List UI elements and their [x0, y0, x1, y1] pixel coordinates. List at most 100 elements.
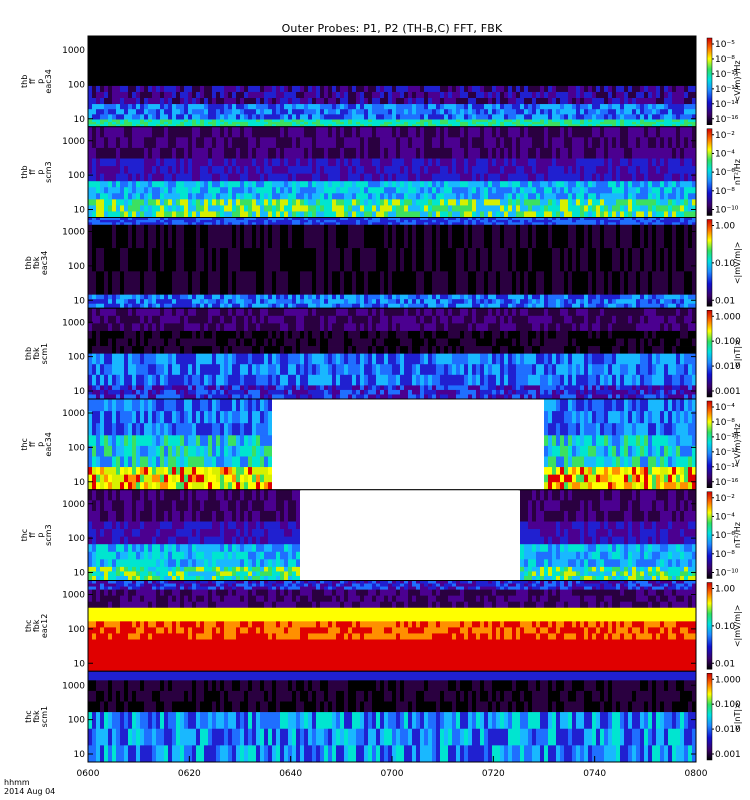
heatmap-cell — [484, 69, 488, 87]
heatmap-cell — [344, 109, 348, 115]
heatmap-cell — [436, 166, 440, 175]
heatmap-cell — [576, 36, 580, 54]
heatmap-cell — [328, 217, 332, 221]
heatmap-cell — [608, 222, 612, 226]
heatmap-cell — [600, 166, 604, 175]
heatmap-cell — [616, 166, 620, 175]
heatmap-cell — [680, 98, 684, 105]
heatmap-cell — [280, 147, 284, 159]
heatmap-cell — [444, 217, 448, 221]
heatmap-cell — [328, 299, 332, 305]
colorbar-thb-ffp-eac34 — [706, 37, 713, 125]
heatmap-cell — [496, 114, 500, 120]
heatmap-cell — [460, 121, 464, 125]
heatmap-cell — [480, 109, 484, 115]
heatmap-cell — [580, 119, 584, 123]
heatmap-cell — [100, 69, 104, 87]
heatmap-cell — [196, 181, 200, 188]
heatmap-cell — [408, 181, 412, 188]
heatmap-cell — [88, 124, 92, 128]
heatmap-cell — [152, 205, 156, 212]
heatmap-cell — [172, 119, 176, 123]
heatmap-cell — [512, 52, 516, 70]
heatmap-cell — [548, 91, 552, 99]
heatmap-cell — [356, 158, 360, 167]
heatmap-cell — [260, 36, 264, 54]
heatmap-cell — [452, 114, 456, 120]
heatmap-cell — [488, 248, 492, 272]
heatmap-cell — [520, 69, 524, 87]
heatmap-cell — [244, 124, 248, 128]
heatmap-cell — [276, 52, 280, 70]
heatmap-cell — [660, 109, 664, 115]
heatmap-cell — [216, 211, 220, 218]
heatmap-cell — [132, 166, 136, 175]
heatmap-cell — [400, 193, 404, 200]
heatmap-cell — [464, 124, 468, 128]
heatmap-cell — [212, 193, 216, 200]
heatmap-cell — [220, 137, 224, 149]
heatmap-cell — [96, 303, 100, 309]
heatmap-cell — [332, 294, 336, 300]
heatmap-cell — [356, 193, 360, 200]
heatmap-cell — [572, 219, 576, 223]
heatmap-cell — [552, 124, 556, 128]
heatmap-cell — [340, 119, 344, 123]
heatmap-cell — [656, 219, 660, 223]
heatmap-cell — [280, 193, 284, 200]
heatmap-cell — [624, 187, 628, 194]
heatmap-cell — [276, 147, 280, 159]
heatmap-cell — [244, 199, 248, 206]
heatmap-cell — [316, 271, 320, 296]
heatmap-cell — [396, 119, 400, 123]
heatmap-cell — [620, 303, 624, 309]
heatmap-cell — [600, 303, 604, 309]
heatmap-cell — [128, 193, 132, 200]
heatmap-cell — [228, 52, 232, 70]
heatmap-cell — [128, 85, 132, 93]
heatmap-cell — [480, 224, 484, 249]
heatmap-cell — [136, 199, 140, 206]
heatmap-cell — [356, 121, 360, 125]
heatmap-cell — [88, 193, 92, 200]
heatmap-cell — [412, 126, 416, 138]
heatmap-cell — [644, 217, 648, 221]
heatmap-cell — [608, 271, 612, 296]
heatmap-cell — [104, 147, 108, 159]
heatmap-cell — [104, 271, 108, 296]
heatmap-cell — [292, 205, 296, 212]
heatmap-cell — [440, 205, 444, 212]
heatmap-cell — [628, 124, 632, 128]
heatmap-cell — [684, 69, 688, 87]
heatmap-cell — [488, 91, 492, 99]
heatmap-cell — [384, 187, 388, 194]
heatmap-cell — [576, 147, 580, 159]
heatmap-cell — [428, 217, 432, 221]
heatmap-cell — [332, 193, 336, 200]
heatmap-cell — [656, 52, 660, 70]
heatmap-cell — [240, 211, 244, 218]
heatmap-cell — [320, 181, 324, 188]
heatmap-cell — [628, 109, 632, 115]
heatmap-cell — [200, 137, 204, 149]
heatmap-cell — [252, 211, 256, 218]
heatmap-cell — [576, 166, 580, 175]
heatmap-cell — [568, 219, 572, 223]
heatmap-cell — [296, 137, 300, 149]
heatmap-cell — [472, 294, 476, 300]
heatmap-cell — [440, 109, 444, 115]
heatmap-cell — [272, 205, 276, 212]
heatmap-cell — [112, 211, 116, 218]
heatmap-cell — [628, 166, 632, 175]
heatmap-cell — [448, 299, 452, 305]
heatmap-cell — [560, 173, 564, 182]
heatmap-cell — [180, 217, 184, 221]
heatmap-cell — [340, 126, 344, 138]
heatmap-cell — [644, 187, 648, 194]
heatmap-cell — [228, 36, 232, 54]
heatmap-cell — [508, 121, 512, 125]
heatmap-cell — [532, 173, 536, 182]
heatmap-cell — [636, 104, 640, 110]
heatmap-cell — [272, 119, 276, 123]
heatmap-cell — [204, 211, 208, 218]
